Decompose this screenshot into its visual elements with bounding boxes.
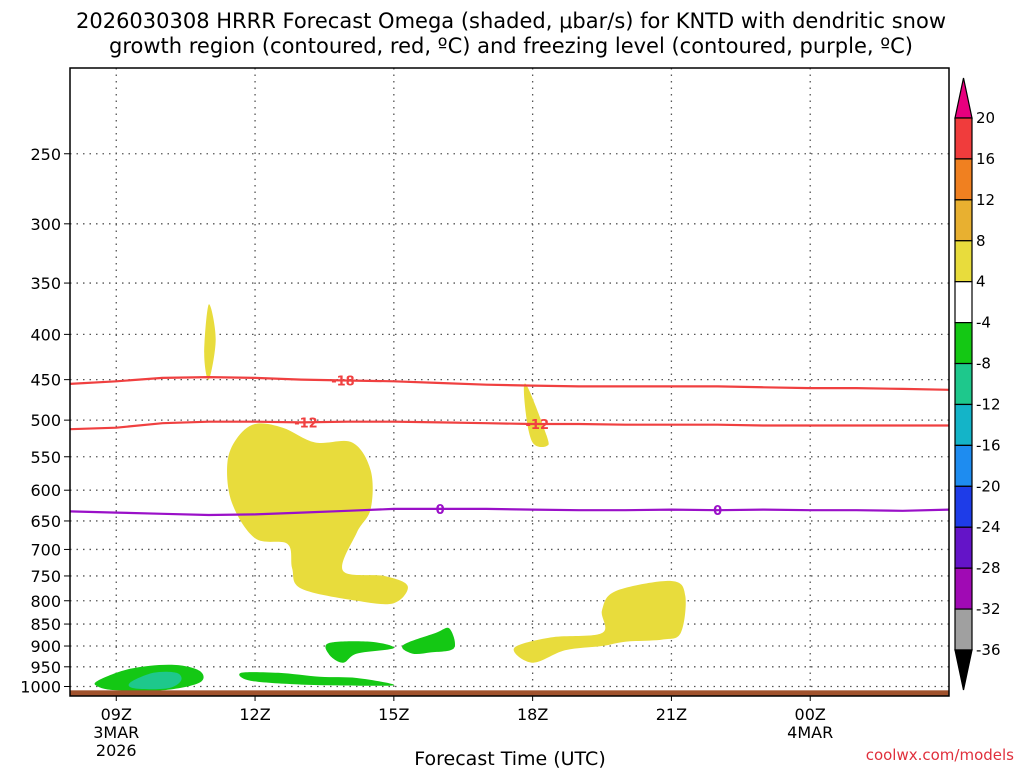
colorbar-label-7: -12: [976, 395, 1001, 413]
colorbar-segment-4: [954, 281, 973, 324]
colorbar-label-5: -4: [976, 314, 991, 332]
contour-label-2: -12: [526, 418, 550, 433]
y-tick-label-950: 950: [30, 658, 61, 677]
y-tick-label-900: 900: [30, 637, 61, 656]
contour-line-3: [69, 507, 950, 517]
site-credit: coolwx.com/models: [866, 746, 1014, 764]
colorbar-segment-11: [954, 567, 973, 610]
y-tick-label-450: 450: [30, 371, 61, 390]
colorbar-top-arrow: [954, 77, 973, 119]
colorbar-label-10: -24: [976, 518, 1001, 536]
y-tick-label-300: 300: [30, 215, 61, 234]
omega-region-0: [204, 304, 216, 380]
omega-region-4: [325, 641, 395, 663]
omega-region-8: [239, 672, 395, 686]
omega-region-3: [513, 580, 686, 663]
colorbar-segment-12: [954, 608, 973, 651]
y-tick-label-350: 350: [30, 274, 61, 293]
x-tick-label-5: 00Z: [795, 705, 826, 724]
colorbar-bottom-arrow: [954, 649, 973, 691]
colorbar-segment-8: [954, 444, 973, 487]
x-tick-label-2: 15Z: [378, 705, 409, 724]
y-tick-label-650: 650: [30, 512, 61, 531]
x-tick-label-3: 18Z: [517, 705, 548, 724]
y-tick-label-550: 550: [30, 448, 61, 467]
colorbar-label-2: 12: [976, 191, 995, 209]
x-tick-date-5: 4MAR: [787, 723, 833, 742]
colorbar-label-11: -28: [976, 559, 1001, 577]
contour-label-1: -12: [294, 416, 318, 431]
colorbar-label-9: -20: [976, 477, 1001, 495]
colorbar-segment-2: [954, 199, 973, 242]
x-tick-label-4: 21Z: [656, 705, 687, 724]
y-tick-label-1000: 1000: [20, 678, 61, 697]
x-tick-date-0: 3MAR: [93, 723, 139, 742]
plot-background: [70, 68, 949, 696]
colorbar-label-0: 20: [976, 109, 995, 127]
contour-label-4: 0: [713, 504, 722, 519]
colorbar-segment-1: [954, 158, 973, 201]
y-tick-label-600: 600: [30, 481, 61, 500]
colorbar-segment-7: [954, 403, 973, 446]
colorbar-label-13: -36: [976, 641, 1001, 659]
y-tick-label-700: 700: [30, 540, 61, 559]
x-tick-year-0: 2026: [96, 741, 137, 760]
omega-region-2: [523, 383, 549, 448]
colorbar-label-8: -16: [976, 436, 1001, 454]
colorbar-label-12: -32: [976, 600, 1001, 618]
x-axis-label: Forecast Time (UTC): [414, 748, 605, 768]
omega-region-7: [128, 671, 182, 690]
colorbar-label-4: 4: [976, 273, 986, 291]
colorbar-segment-0: [954, 117, 973, 160]
colorbar-label-3: 8: [976, 232, 986, 250]
y-tick-label-850: 850: [30, 615, 61, 634]
chart-title-line1: 2026030308 HRRR Forecast Omega (shaded, …: [76, 9, 946, 33]
y-tick-label-250: 250: [30, 145, 61, 164]
x-tick-label-1: 12Z: [239, 705, 270, 724]
colorbar-label-6: -8: [976, 355, 991, 373]
colorbar-segment-5: [954, 322, 973, 365]
omega-region-5: [402, 627, 456, 655]
contour-label-3: 0: [436, 503, 445, 518]
y-tick-label-800: 800: [30, 592, 61, 611]
colorbar-segment-6: [954, 362, 973, 406]
y-tick-label-750: 750: [30, 567, 61, 586]
contour-line-0: [69, 375, 950, 391]
colorbar-segment-10: [954, 526, 973, 569]
chart-title-line2: growth region (contoured, red, ºC) and f…: [109, 34, 913, 58]
plot-area: -18 -12 -12 0 0 250 300 350 400 450 500 550 600 650 70…: [20, 67, 950, 760]
contour-label-0: -18: [331, 374, 355, 389]
contour-line-1: [69, 420, 949, 431]
colorbar-segment-9: [954, 485, 973, 528]
colorbar-segment-3: [954, 240, 973, 283]
colorbar-label-1: 16: [976, 150, 995, 168]
omega-region-1: [227, 423, 408, 605]
y-tick-label-500: 500: [30, 411, 61, 430]
ground-terrain: [70, 690, 949, 696]
x-tick-label-0: 09Z: [101, 705, 132, 724]
colorbar: 20 16 12 8 4 -4 -8 -12 -16 -20 -24 -28 -32 -36: [954, 77, 1001, 691]
y-tick-label-400: 400: [30, 325, 61, 344]
plot-frame: [69, 67, 950, 697]
